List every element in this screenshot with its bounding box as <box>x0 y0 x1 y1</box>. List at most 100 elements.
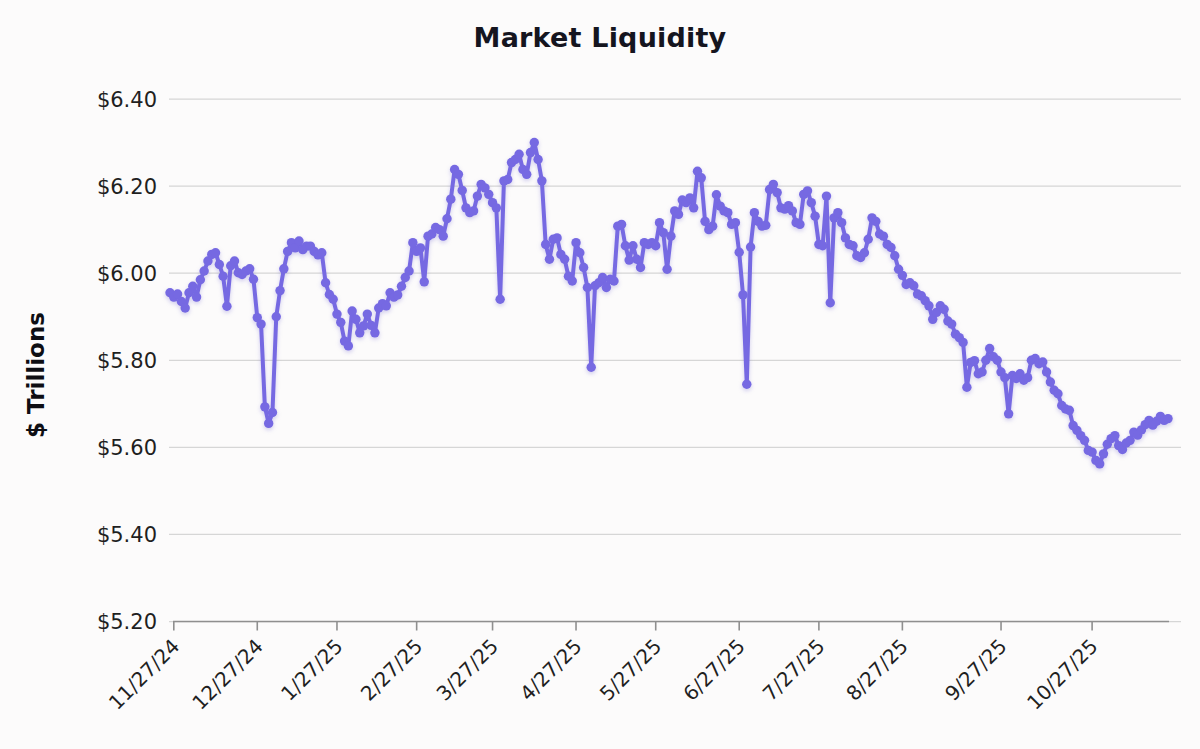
data-point <box>898 271 907 280</box>
data-point <box>249 275 258 284</box>
data-point <box>970 356 979 365</box>
data-point <box>275 286 284 295</box>
data-point <box>1095 459 1104 468</box>
data-point <box>723 208 732 217</box>
data-point <box>750 208 759 217</box>
data-point <box>552 233 561 242</box>
data-point <box>636 263 645 272</box>
data-point <box>328 295 337 304</box>
data-point <box>230 256 239 265</box>
data-point <box>958 338 967 347</box>
data-point <box>393 290 402 299</box>
data-point <box>199 266 208 275</box>
data-point <box>803 186 812 195</box>
data-point <box>537 176 546 185</box>
data-point <box>939 305 948 314</box>
data-point <box>336 318 345 327</box>
data-point <box>568 276 577 285</box>
x-tick-label: 9/27/25 <box>940 634 1011 705</box>
x-tick-label: 4/27/25 <box>515 634 586 705</box>
data-point <box>587 363 596 372</box>
data-point <box>245 264 254 273</box>
data-point <box>977 367 986 376</box>
data-point <box>351 315 360 324</box>
data-point <box>344 341 353 350</box>
data-point <box>818 241 827 250</box>
data-point <box>807 198 816 207</box>
data-point <box>256 319 265 328</box>
data-point <box>993 356 1002 365</box>
data-point <box>526 148 535 157</box>
liquidity-series <box>165 138 1172 469</box>
data-point <box>1087 447 1096 456</box>
data-point <box>822 191 831 200</box>
data-point <box>260 402 269 411</box>
x-tick-label: 7/27/25 <box>758 634 829 705</box>
data-point <box>1125 436 1134 445</box>
data-point <box>742 380 751 389</box>
x-tick-label: 6/27/25 <box>678 634 749 705</box>
y-tick-label: $5.20 <box>97 610 157 634</box>
data-point <box>1080 436 1089 445</box>
data-point <box>689 203 698 212</box>
data-point <box>871 217 880 226</box>
y-tick-label: $5.60 <box>97 436 157 460</box>
data-point <box>1163 414 1172 423</box>
data-point <box>795 220 804 229</box>
data-point <box>530 138 539 147</box>
x-axis-ticks <box>174 622 1092 631</box>
data-point <box>761 221 770 230</box>
data-point <box>420 277 429 286</box>
data-point <box>708 221 717 230</box>
data-point <box>655 218 664 227</box>
data-point <box>632 255 641 264</box>
x-tick-label: 11/27/24 <box>104 634 184 714</box>
data-point <box>666 231 675 240</box>
data-point <box>1110 431 1119 440</box>
data-point <box>602 283 611 292</box>
x-tick-labels: 11/27/2412/27/241/27/252/27/253/27/254/2… <box>104 634 1103 714</box>
x-tick-label: 8/27/25 <box>841 634 912 705</box>
data-point <box>579 263 588 272</box>
data-point <box>514 150 523 159</box>
data-point <box>446 194 455 203</box>
x-tick-label: 5/27/25 <box>595 634 666 705</box>
series-line <box>170 143 1168 464</box>
y-tick-label: $6.00 <box>97 262 157 286</box>
data-point <box>947 319 956 328</box>
data-point <box>454 170 463 179</box>
data-point <box>575 248 584 257</box>
data-point <box>735 248 744 257</box>
data-point <box>651 241 660 250</box>
y-tick-label: $6.20 <box>97 175 157 199</box>
data-point <box>662 265 671 274</box>
data-point <box>924 301 933 310</box>
data-point <box>469 206 478 215</box>
data-point <box>788 206 797 215</box>
data-point <box>192 292 201 301</box>
data-point <box>962 383 971 392</box>
data-point <box>1053 389 1062 398</box>
data-point <box>772 188 781 197</box>
data-point <box>909 281 918 290</box>
data-point <box>222 302 231 311</box>
data-point <box>1042 367 1051 376</box>
x-tick-label: 3/27/25 <box>432 634 503 705</box>
data-point <box>860 248 869 257</box>
y-tick-label: $5.80 <box>97 349 157 373</box>
market-liquidity-chart: Market Liquidity $ Trillions $6.40$6.20$… <box>0 0 1200 749</box>
data-point <box>1065 406 1074 415</box>
data-point <box>985 344 994 353</box>
data-point <box>533 155 542 164</box>
data-point <box>628 241 637 250</box>
data-point <box>272 312 281 321</box>
plot-area: $6.40$6.20$6.00$5.80$5.60$5.40$5.2011/27… <box>0 0 1200 749</box>
y-tick-labels: $6.40$6.20$6.00$5.80$5.60$5.40$5.20 <box>97 88 157 635</box>
y-tick-label: $6.40 <box>97 88 157 112</box>
data-point <box>382 301 391 310</box>
data-point <box>617 220 626 229</box>
data-point <box>264 419 273 428</box>
data-point <box>347 306 356 315</box>
data-point <box>769 180 778 189</box>
data-point <box>1004 409 1013 418</box>
